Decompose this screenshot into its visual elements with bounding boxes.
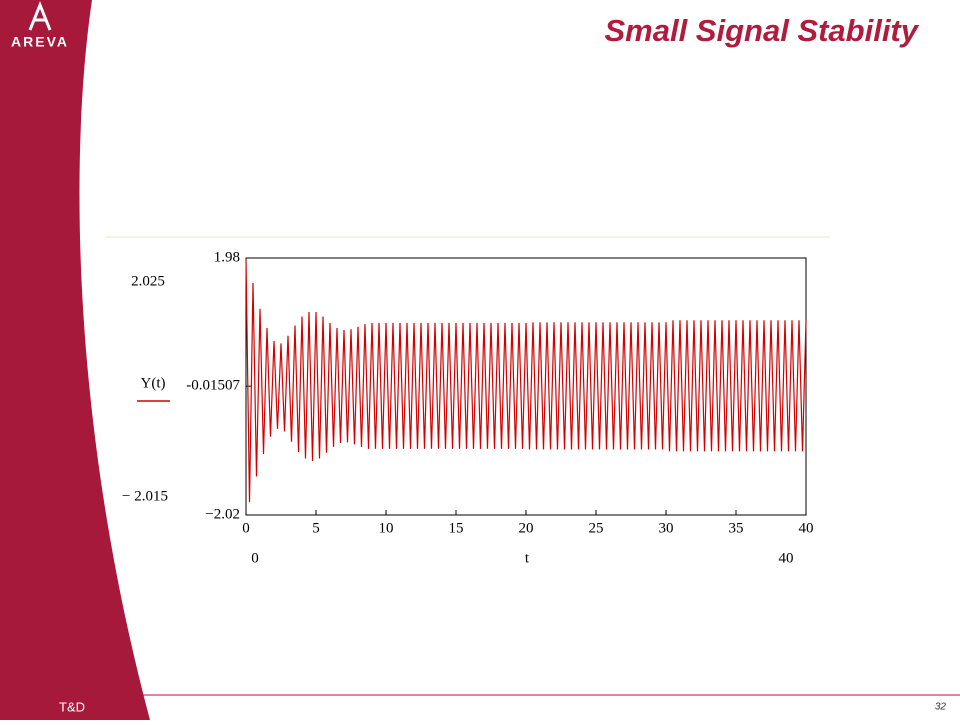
slide-title: Small Signal Stability (604, 13, 919, 48)
x-lower-limit: 0 (251, 550, 259, 566)
x-tick-label: 30 (659, 520, 674, 536)
footer-text: T&D (59, 699, 85, 714)
y-tick-label: 1.98 (214, 249, 240, 265)
y-axis-label: Y(t) (141, 375, 166, 391)
x-tick-label: 25 (589, 520, 604, 536)
y-lower-limit: − 2.015 (122, 488, 168, 504)
side-band (0, 0, 150, 720)
plot: 2.025 Y(t) − 2.015 0 t 40 1.98 -0.01507 −2… (122, 249, 813, 566)
x-upper-limit: 40 (779, 550, 794, 566)
y-tick-label: −2.02 (205, 506, 240, 522)
x-tick-label: 5 (312, 520, 320, 536)
x-tick-label: 15 (449, 520, 464, 536)
x-axis-label: t (525, 550, 530, 566)
page-number: 32 (935, 702, 947, 713)
x-tick-label: 20 (519, 520, 534, 536)
x-tick-label: 35 (729, 520, 744, 536)
y-tick-label: -0.01507 (186, 378, 240, 394)
x-tick-label: 10 (379, 520, 394, 536)
signal-line (245, 258, 807, 503)
logo-mark (28, 0, 52, 31)
logo-text: AREVA (11, 34, 69, 50)
plot-frame (245, 257, 807, 516)
x-tick-label: 40 (799, 520, 814, 536)
x-tick-label: 0 (242, 520, 250, 536)
y-upper-limit: 2.025 (131, 273, 165, 289)
